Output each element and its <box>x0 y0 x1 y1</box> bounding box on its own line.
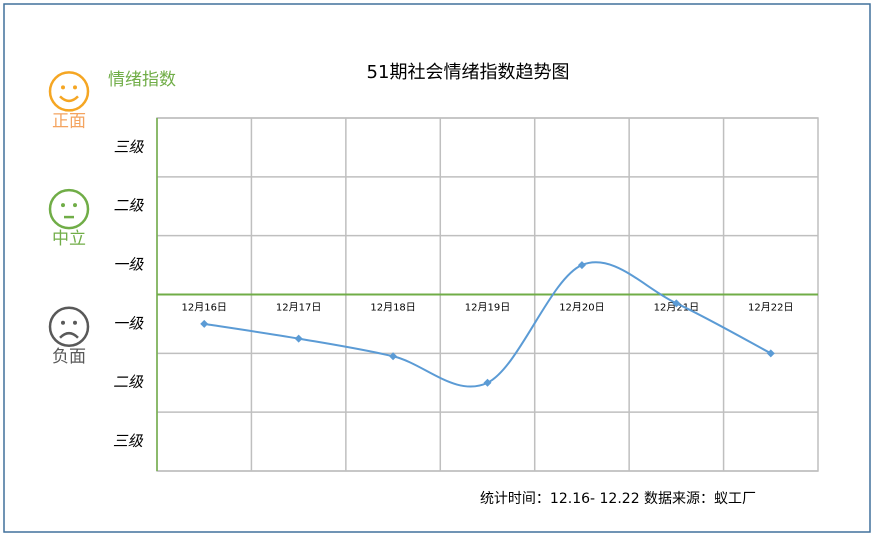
face-mouth <box>59 95 79 103</box>
y-axis-label: 情绪指数 <box>108 70 176 90</box>
data-point <box>200 319 209 328</box>
face-eye <box>73 320 77 325</box>
face-mouth <box>59 332 79 339</box>
face-icon <box>48 306 90 347</box>
face-eye <box>73 85 77 90</box>
x-tick-label: 12月18日 <box>370 302 415 314</box>
chart-title: 51期社会情绪指数趋势图 <box>367 62 570 83</box>
face-eye <box>61 320 65 325</box>
x-tick-label: 12月19日 <box>465 302 510 314</box>
face-icon <box>48 71 90 112</box>
x-tick-label: 12月16日 <box>181 302 226 314</box>
data-point <box>294 334 303 343</box>
y-tick-label: 一级 <box>113 256 147 274</box>
data-point <box>389 352 398 361</box>
face-eye <box>73 203 77 208</box>
y-tick-label: 一级 <box>112 315 146 333</box>
face-icon <box>48 188 90 230</box>
x-tick-label: 12月17日 <box>276 302 321 314</box>
sentiment-label: 负面 <box>52 347 86 367</box>
y-tick-label: 三级 <box>113 138 147 156</box>
data-point <box>483 378 492 387</box>
sentiment-label: 中立 <box>52 229 86 249</box>
data-point <box>766 349 775 358</box>
data-point <box>577 261 586 270</box>
face-eye <box>61 203 65 208</box>
y-tick-label: 三级 <box>112 432 146 450</box>
x-tick-label: 12月20日 <box>559 302 604 314</box>
y-tick-label: 二级 <box>112 373 146 391</box>
data-point <box>672 299 681 308</box>
face-eye <box>61 85 65 90</box>
sentiment-label: 正面 <box>52 111 86 131</box>
x-tick-label: 12月22日 <box>748 302 793 314</box>
source-note: 统计时间：12.16- 12.22 数据来源：蚁工厂 <box>480 491 756 507</box>
y-tick-label: 二级 <box>113 197 147 215</box>
x-tick-label: 12月21日 <box>654 302 699 314</box>
